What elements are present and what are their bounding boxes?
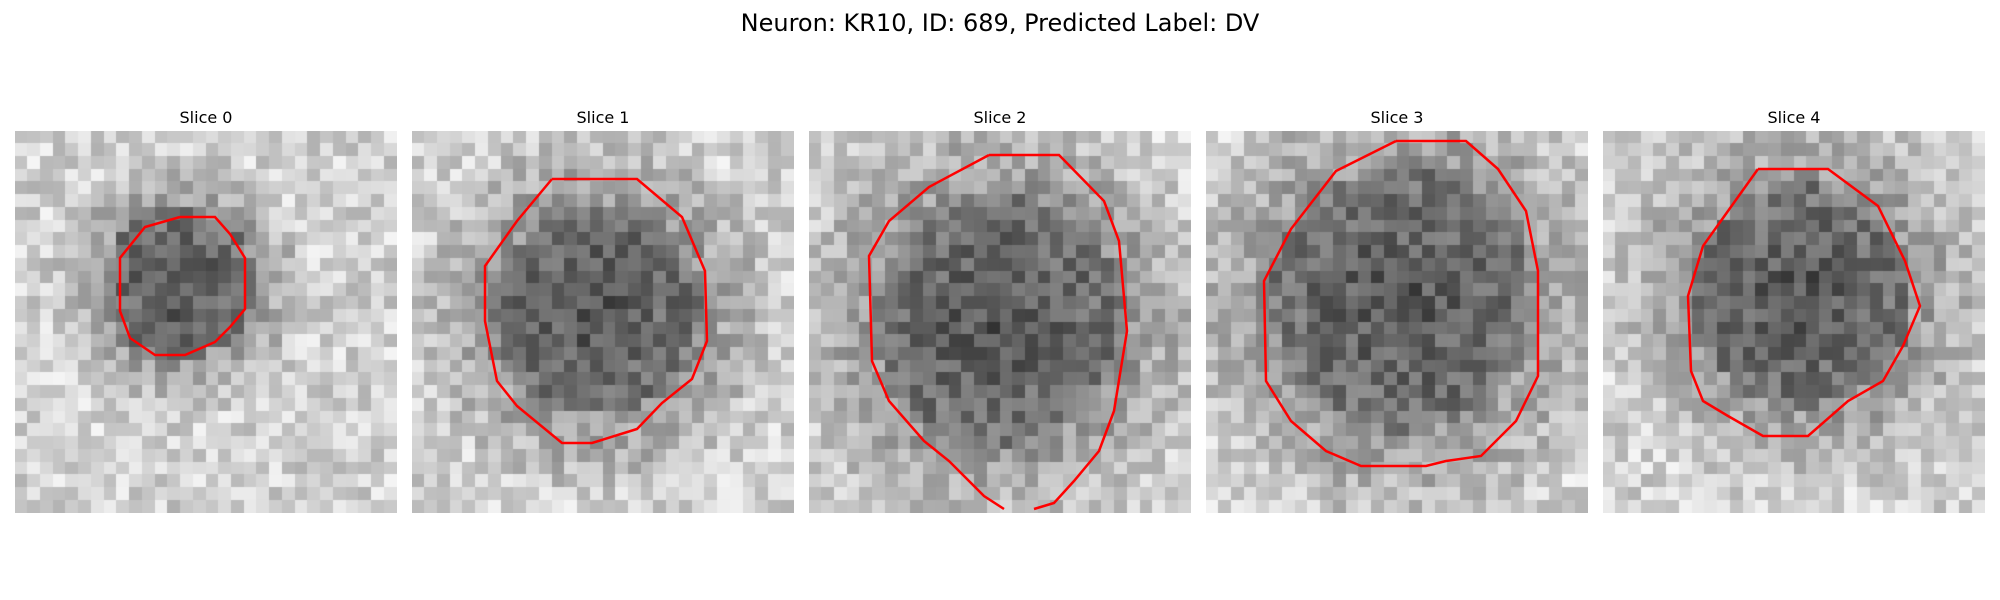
slice-title-3: Slice 3 xyxy=(1370,108,1424,127)
slice-panel-3: Slice 3 xyxy=(1206,107,1588,513)
slice-image-0 xyxy=(15,131,397,513)
slice-contour-0 xyxy=(118,215,247,357)
figure-title: Neuron: KR10, ID: 689, Predicted Label: … xyxy=(740,9,1260,37)
slice-contour-2 xyxy=(867,153,1129,511)
slice-image-3 xyxy=(1206,131,1588,513)
slice-image-1 xyxy=(412,131,794,513)
slice-title-0: Slice 0 xyxy=(179,108,233,127)
slice-title-1: Slice 1 xyxy=(576,108,630,127)
slice-contour-4 xyxy=(1686,167,1922,438)
slice-panel-4: Slice 4 xyxy=(1603,107,1985,513)
slice-title-2: Slice 2 xyxy=(973,108,1027,127)
slice-panel-1: Slice 1 xyxy=(412,107,794,513)
slice-contour-3 xyxy=(1262,139,1540,468)
slice-contour-1 xyxy=(483,177,709,445)
slice-panel-2: Slice 2 xyxy=(809,107,1191,513)
slice-panel-0: Slice 0 xyxy=(15,107,397,513)
slice-image-4 xyxy=(1603,131,1985,513)
slice-title-4: Slice 4 xyxy=(1767,108,1821,127)
